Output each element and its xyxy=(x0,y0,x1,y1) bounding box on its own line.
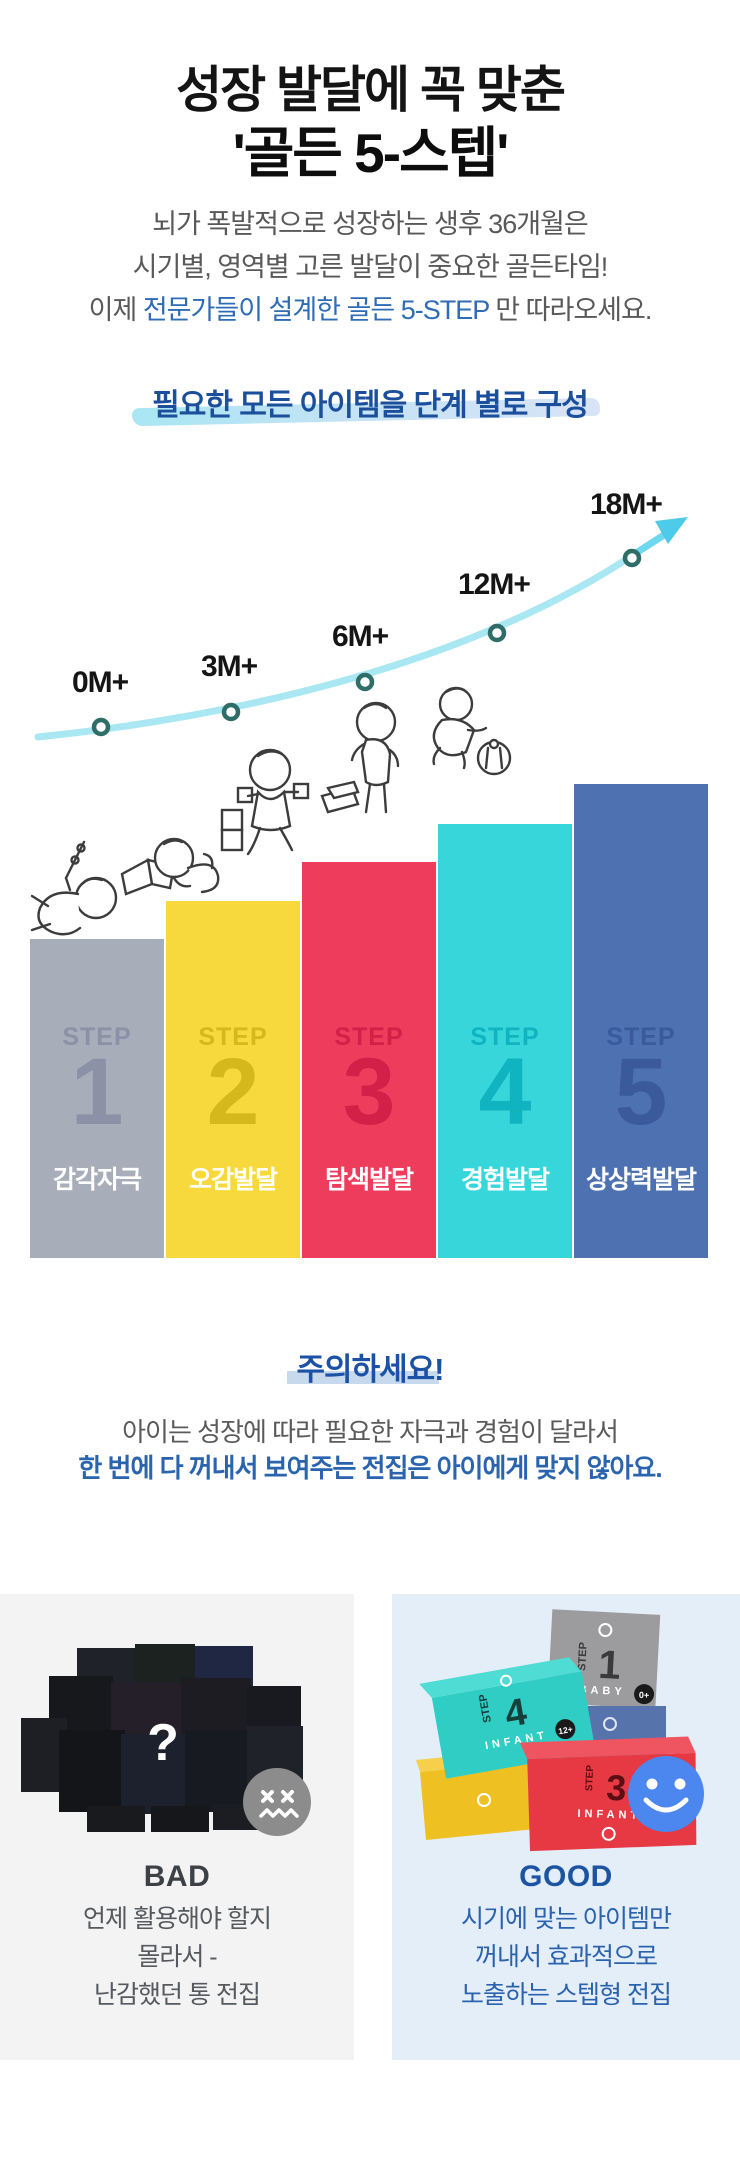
marker-6m xyxy=(355,672,375,692)
dizzy-face-icon xyxy=(243,1768,311,1836)
step-bar-5: STEP 5 상상력발달 xyxy=(574,784,708,1258)
step-bar-2: STEP 2 오감발달 xyxy=(166,901,300,1258)
step-label-4: 경험발달 xyxy=(460,1166,550,1194)
smiley-face-icon xyxy=(628,1756,704,1832)
growth-curve-line xyxy=(34,549,640,741)
age-label-6m: 6M+ xyxy=(332,620,389,653)
marker-18m xyxy=(622,548,642,568)
step-number-2: 2 xyxy=(206,1039,260,1145)
step-number-5: 5 xyxy=(614,1039,668,1145)
intro-line2: 시기별, 영역별 고른 발달이 중요한 골든타임! xyxy=(132,252,609,282)
box4-step-word: STEP xyxy=(477,1693,494,1723)
age-label-0m: 0M+ xyxy=(72,666,129,699)
notice-line1: 아이는 성장에 따라 필요한 자극과 경험이 달라서 xyxy=(122,1417,619,1447)
intro-line1: 뇌가 폭발적으로 성장하는 생후 36개월은 xyxy=(152,209,588,239)
step-word-5: STEP xyxy=(606,1023,676,1051)
intro-paragraph: 뇌가 폭발적으로 성장하는 생후 36개월은 시기별, 영역별 고른 발달이 중… xyxy=(0,203,740,332)
box4-badge: 12+ xyxy=(558,1724,574,1736)
box1-badge: 0+ xyxy=(639,1690,650,1701)
step-label-5: 상상력발달 xyxy=(585,1166,697,1194)
notice-title: 주의하세요! xyxy=(296,1352,445,1387)
marker-12m xyxy=(487,623,507,643)
step-word-3: STEP xyxy=(334,1023,404,1051)
baby-illustration-step3 xyxy=(220,748,310,856)
step-boxes-illustration: STEP 1 BABY 0+ STEP xyxy=(416,1609,704,1852)
step-label-1: 감각자극 xyxy=(52,1166,142,1194)
baby-illustration-step4 xyxy=(320,701,400,814)
book-pile xyxy=(21,1644,303,1832)
box1-step-word: STEP xyxy=(576,1642,589,1671)
step-bar-3: STEP 3 탐색발달 xyxy=(302,862,436,1258)
box1-tier: BABY xyxy=(578,1684,626,1698)
step-number-3: 3 xyxy=(342,1039,396,1145)
age-label-12m: 12M+ xyxy=(458,568,531,601)
bad-line3: 난감했던 통 전집 xyxy=(94,1981,261,2009)
baby-illustration-step5 xyxy=(432,686,512,776)
step-label-2: 오감발달 xyxy=(188,1166,278,1194)
notice-line2: 한 번에 다 꺼내서 보여주는 전집은 아이에게 맞지 않아요. xyxy=(78,1453,662,1483)
step-number-1: 1 xyxy=(70,1039,124,1145)
good-title: GOOD xyxy=(519,1860,613,1893)
bad-description: 언제 활용해야 할지 몰라서 - 난감했던 통 전집 xyxy=(0,1900,354,2014)
growth-curve-arrow-shaft xyxy=(632,531,668,557)
box3-number: 3 xyxy=(606,1767,627,1809)
box3-step-word: STEP xyxy=(584,1765,596,1792)
baby-illustration-step1 xyxy=(30,840,118,936)
question-mark: ? xyxy=(147,1714,179,1772)
box1-number: 1 xyxy=(597,1643,622,1688)
intro-line3: 이제 전문가들이 설계한 골든 5-STEP 만 따라오세요. xyxy=(88,295,653,325)
page-title-line1: 성장 발달에 꼭 맞춘 xyxy=(176,62,566,118)
marker-0m xyxy=(91,717,111,737)
growth-curve-arrowhead-icon xyxy=(655,517,688,544)
step-bar-1: STEP 1 감각자극 xyxy=(30,939,164,1258)
age-label-3m: 3M+ xyxy=(201,650,258,683)
step-word-4: STEP xyxy=(470,1023,540,1051)
age-label-18m: 18M+ xyxy=(590,488,663,521)
bad-line2: 몰라서 - xyxy=(137,1943,217,1971)
book-pile-illustration: ? xyxy=(21,1644,311,1836)
step-bar-4: STEP 4 경험발달 xyxy=(438,824,572,1258)
step-word-1: STEP xyxy=(62,1023,132,1051)
step-number-4: 4 xyxy=(478,1039,532,1145)
step-word-2: STEP xyxy=(198,1023,268,1051)
good-line1: 시기에 맞는 아이템만 xyxy=(461,1905,672,1933)
bad-card: ? BAD 언제 활용해야 할지 몰라서 - 난감했던 통 전집 xyxy=(0,1594,354,2060)
box3-tier: INFANT xyxy=(577,1808,641,1822)
good-card: STEP 1 BABY 0+ STEP xyxy=(392,1594,740,2060)
section-label: 필요한 모든 아이템을 단계 별로 구성 xyxy=(152,389,589,422)
step-label-3: 탐색발달 xyxy=(324,1166,414,1194)
good-line2: 꺼내서 효과적으로 xyxy=(475,1943,658,1971)
good-description: 시기에 맞는 아이템만 꺼내서 효과적으로 노출하는 스텝형 전집 xyxy=(392,1900,740,2014)
curve-markers xyxy=(91,548,642,737)
notice-underline xyxy=(287,1371,439,1384)
bad-line1: 언제 활용해야 할지 xyxy=(83,1905,272,1933)
growth-curve-chart xyxy=(34,517,688,741)
page-title-line2: '골든 5-스텝' xyxy=(232,122,510,184)
section-label-wrap: 필요한 모든 아이템을 단계 별로 구성 xyxy=(0,380,740,424)
good-line3: 노출하는 스텝형 전집 xyxy=(461,1981,672,2009)
marker-3m xyxy=(221,702,241,722)
intro-line3-highlight: 전문가들이 설계한 골든 5-STEP xyxy=(142,295,490,325)
bad-title: BAD xyxy=(143,1860,211,1893)
baby-illustration-step2 xyxy=(120,837,220,896)
